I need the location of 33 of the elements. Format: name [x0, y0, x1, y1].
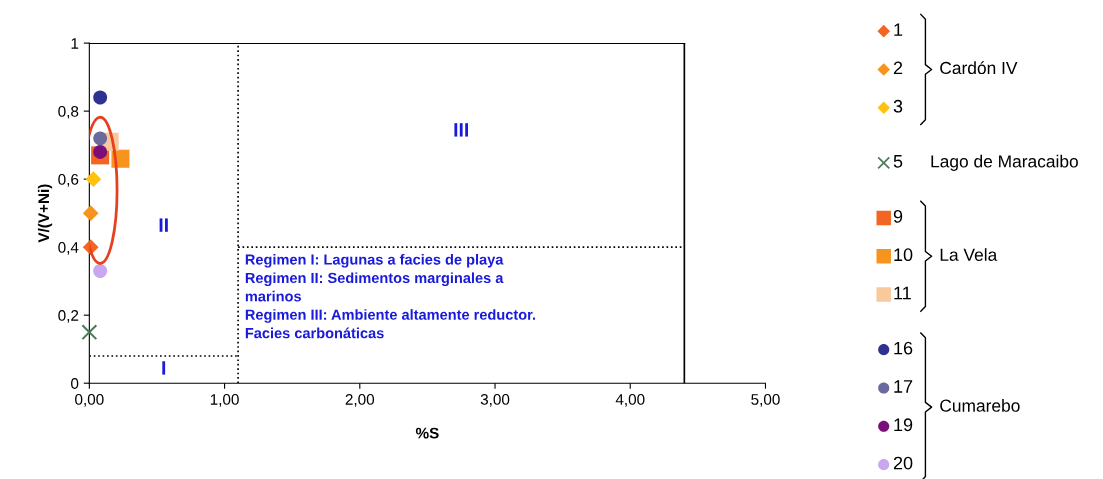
x-axis-title: %S: [415, 427, 439, 439]
annotation: Regimen I: Lagunas a facies de playa Regimen II: Sedimentos marginales a marinos Regimen III: Ambiente altamente reductor. Facies carbonáticas: [245, 253, 536, 339]
x-tick-label: 5,00: [751, 394, 780, 407]
legend-label: 19: [894, 418, 913, 432]
text: Cardón IV: [940, 61, 1018, 75]
legend-label: 11: [894, 286, 911, 300]
legend-label: 5: [893, 155, 903, 168]
text: La Vela: [940, 248, 998, 261]
y-axis-title: V/(V+Ni): [37, 184, 53, 243]
y-tick-label: 0,8: [58, 106, 79, 119]
legend-label: 20: [893, 456, 913, 470]
annotation: II: [159, 218, 168, 232]
y-tick-label: 0,4: [58, 242, 79, 255]
annotation: III: [454, 123, 469, 137]
legend-label: 17: [894, 380, 913, 393]
y-tick-label: 0,6: [58, 174, 79, 187]
legend-label: 3: [893, 99, 903, 113]
text: Lago de Maracaibo: [931, 154, 1078, 171]
x-tick-label: 2,00: [345, 394, 375, 407]
legend-label: 10: [894, 248, 913, 262]
x-tick-label: 4,00: [615, 394, 645, 407]
legend-label: 9: [893, 210, 903, 223]
y-tick-label: 0: [71, 378, 79, 389]
legend-label: 1: [894, 23, 903, 36]
x-tick-label: 1,00: [210, 394, 239, 407]
y-tick-label: 1: [71, 38, 79, 49]
y-tick-label: 0,2: [58, 310, 79, 323]
text: Cumarebo: [940, 399, 1020, 412]
annotation: I: [162, 361, 166, 375]
legend-label: 2: [893, 61, 903, 75]
legend-label: 16: [894, 341, 913, 355]
x-tick-label: 3,00: [480, 394, 510, 407]
x-tick-label: 0,00: [75, 394, 104, 407]
